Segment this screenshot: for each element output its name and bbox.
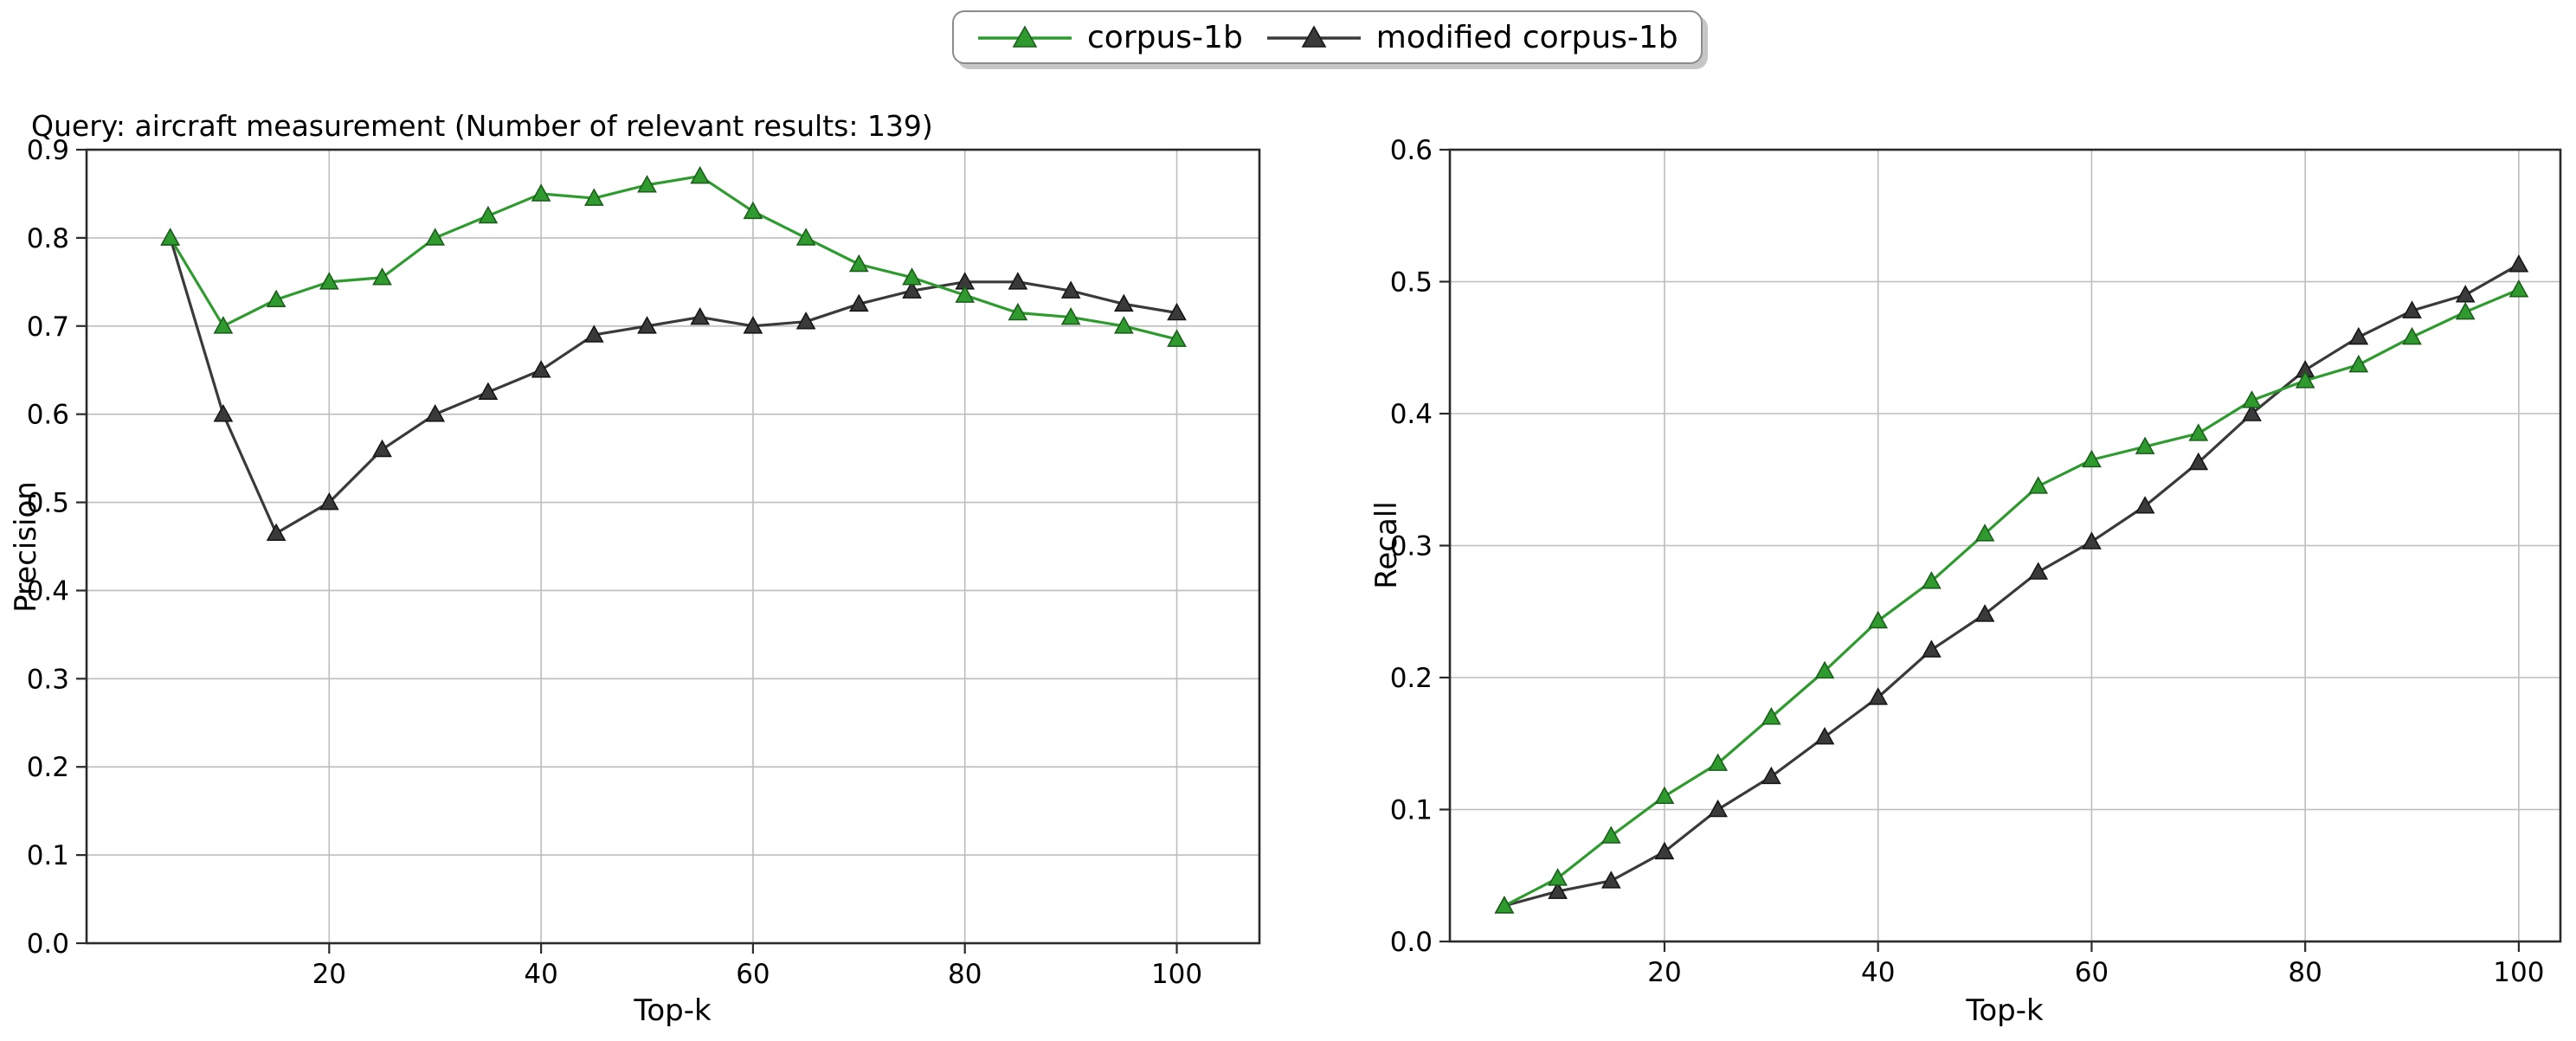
svg-text:80: 80 <box>2288 957 2322 988</box>
recall-xaxis-label: Top-k <box>1966 993 2044 1028</box>
line-triangle-marker-icon <box>1266 25 1361 48</box>
svg-text:40: 40 <box>1861 957 1895 988</box>
svg-text:40: 40 <box>524 959 557 990</box>
chart-title: Query: aircraft measurement (Number of r… <box>31 109 933 143</box>
legend: corpus-1b modified corpus-1b <box>952 10 1703 64</box>
svg-text:0.5: 0.5 <box>1390 267 1433 299</box>
precision-axis-label: Precision <box>9 481 43 613</box>
svg-text:60: 60 <box>2075 957 2109 988</box>
svg-text:0.1: 0.1 <box>27 840 69 871</box>
svg-text:100: 100 <box>1151 959 1202 990</box>
svg-text:0.3: 0.3 <box>1390 531 1433 562</box>
svg-text:100: 100 <box>2493 957 2544 988</box>
svg-text:0.1: 0.1 <box>1390 795 1433 826</box>
legend-item-modified-corpus-1b: modified corpus-1b <box>1265 17 1678 57</box>
svg-text:20: 20 <box>1647 957 1681 988</box>
svg-text:20: 20 <box>312 959 346 990</box>
svg-text:0.3: 0.3 <box>27 664 69 695</box>
svg-text:0.4: 0.4 <box>1390 399 1433 430</box>
svg-text:0.5: 0.5 <box>27 488 69 519</box>
svg-text:60: 60 <box>736 959 770 990</box>
recall-axis-label: Recall <box>1369 501 1404 589</box>
svg-text:0.8: 0.8 <box>27 223 69 254</box>
legend-label: corpus-1b <box>1087 19 1243 55</box>
svg-text:0.2: 0.2 <box>27 752 69 783</box>
svg-text:0.6: 0.6 <box>27 400 69 431</box>
svg-text:80: 80 <box>948 959 982 990</box>
svg-text:0.4: 0.4 <box>27 575 69 607</box>
svg-text:0.2: 0.2 <box>1390 663 1433 694</box>
svg-text:0.9: 0.9 <box>27 135 69 166</box>
svg-text:0.6: 0.6 <box>1390 135 1433 166</box>
legend-label: modified corpus-1b <box>1375 19 1678 55</box>
svg-text:0.0: 0.0 <box>1390 927 1433 958</box>
line-triangle-marker-icon <box>978 25 1072 48</box>
svg-text:0.0: 0.0 <box>27 929 69 960</box>
svg-text:0.7: 0.7 <box>27 312 69 343</box>
legend-item-corpus-1b: corpus-1b <box>976 17 1243 57</box>
precision-xaxis-label: Top-k <box>634 993 712 1028</box>
